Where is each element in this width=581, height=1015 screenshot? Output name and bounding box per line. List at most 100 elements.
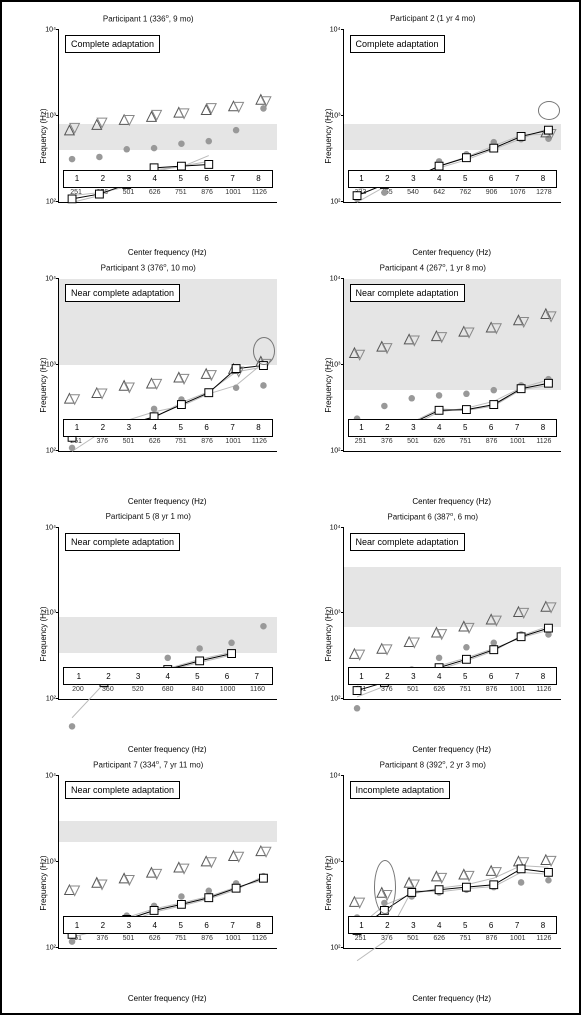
x-index-strip: 12345678 [63, 916, 273, 934]
y-tick-label: 10² [330, 696, 343, 703]
x-index-cell: 7 [504, 174, 530, 183]
x-index-cell: 7 [504, 921, 530, 930]
adaptation-badge: Near complete adaptation [65, 781, 180, 799]
x-index-strip: 12345678 [348, 667, 558, 685]
y-tick-label: 10⁴ [330, 27, 344, 34]
y-tick-label: 10² [46, 447, 59, 454]
x-index-cell: 4 [142, 174, 168, 183]
adaptation-badge: Complete adaptation [350, 35, 445, 53]
x-axis-label: Center frequency (Hz) [343, 248, 562, 257]
data-layer [344, 30, 562, 248]
x-index-cell: 6 [194, 921, 220, 930]
x-index-strip: 12345678 [348, 419, 558, 437]
x-index-cell: 4 [426, 672, 452, 681]
y-tick-label: 10⁴ [330, 773, 344, 780]
x-axis-label: Center frequency (Hz) [343, 497, 562, 506]
x-axis-label: Center frequency (Hz) [58, 497, 277, 506]
chart-panel: Participant 2 (1 yr 4 mo)Frequency (Hz)1… [299, 14, 568, 259]
y-tick-label: 10⁴ [45, 524, 59, 531]
x-index-cell: 5 [168, 921, 194, 930]
y-tick-label: 10² [46, 198, 59, 205]
x-index-cell: 5 [452, 174, 478, 183]
x-index-cell: 8 [530, 423, 556, 432]
adaptation-badge: Complete adaptation [65, 35, 160, 53]
x-index-cell: 5 [452, 921, 478, 930]
x-index-cell: 3 [400, 174, 426, 183]
y-tick-label: 10² [46, 945, 59, 952]
plot-area: 10²10³10⁴1234567825137650162675187610011… [58, 776, 277, 949]
x-index-cell: 8 [530, 921, 556, 930]
x-index-cell: 4 [426, 174, 452, 183]
x-index-cell: 1 [349, 921, 375, 930]
chart-panel: Participant 8 (392o, 2 yr 3 mo)Frequency… [299, 760, 568, 1005]
plot-area: 10²10³10⁴1234567825137650162675187610011… [343, 776, 562, 949]
x-index-cell: 7 [504, 672, 530, 681]
y-tick-label: 10³ [46, 859, 59, 866]
x-index-cell: 7 [220, 423, 246, 432]
x-index-cell: 1 [349, 423, 375, 432]
y-tick-label: 10² [330, 447, 343, 454]
y-tick-label: 10³ [330, 859, 343, 866]
x-index-strip: 12345678 [348, 170, 558, 188]
x-index-cell: 7 [220, 921, 246, 930]
x-index-cell: 2 [374, 672, 400, 681]
x-index-cell: 5 [183, 672, 213, 681]
x-index-cell: 4 [142, 921, 168, 930]
x-index-cell: 6 [194, 423, 220, 432]
data-layer [59, 279, 277, 497]
x-index-cell: 4 [426, 423, 452, 432]
x-index-strip: 12345678 [348, 916, 558, 934]
y-tick-label: 10³ [330, 610, 343, 617]
x-index-cell: 1 [349, 174, 375, 183]
x-index-cell: 3 [123, 672, 153, 681]
y-tick-label: 10² [330, 945, 343, 952]
chart-panel: Participant 4 (267o, 1 yr 8 mo)Frequency… [299, 263, 568, 508]
x-axis-label: Center frequency (Hz) [343, 994, 562, 1003]
x-index-cell: 5 [168, 423, 194, 432]
chart-panel: Participant 3 (376o, 10 mo)Frequency (Hz… [14, 263, 283, 508]
x-index-cell: 3 [116, 174, 142, 183]
x-index-cell: 3 [400, 672, 426, 681]
x-index-cell: 2 [374, 921, 400, 930]
x-index-cell: 1 [349, 672, 375, 681]
adaptation-badge: Incomplete adaptation [350, 781, 451, 799]
x-index-cell: 6 [212, 672, 242, 681]
x-index-cell: 2 [374, 423, 400, 432]
plot-area: 10²10³10⁴1234567825137650162675187610011… [58, 279, 277, 452]
y-tick-label: 10⁴ [45, 773, 59, 780]
chart-panel: Participant 7 (334o, 7 yr 11 mo)Frequenc… [14, 760, 283, 1005]
y-tick-label: 10⁴ [330, 275, 344, 282]
plot-area: 10²10³10⁴1234567825137650162675187610011… [343, 528, 562, 701]
adaptation-badge: Near complete adaptation [350, 284, 465, 302]
x-index-strip: 12345678 [63, 419, 273, 437]
plot-area: 10²10³10⁴1234567825137650162675187610011… [58, 30, 277, 203]
x-index-cell: 2 [90, 174, 116, 183]
x-axis-label: Center frequency (Hz) [58, 745, 277, 754]
x-index-cell: 1 [64, 672, 94, 681]
x-index-cell: 1 [64, 174, 90, 183]
x-index-cell: 4 [153, 672, 183, 681]
chart-panel: Participant 5 (8 yr 1 mo)Frequency (Hz)1… [14, 512, 283, 757]
plot-area: 10²10³10⁴1234567825137650162675187610011… [343, 279, 562, 452]
x-index-cell: 8 [246, 921, 272, 930]
x-index-cell: 4 [426, 921, 452, 930]
chart-panel: Participant 1 (336o, 9 mo)Frequency (Hz)… [14, 14, 283, 259]
x-index-strip: 12345678 [63, 170, 273, 188]
y-tick-label: 10⁴ [330, 524, 344, 531]
x-index-cell: 2 [374, 174, 400, 183]
y-tick-label: 10³ [330, 361, 343, 368]
y-tick-label: 10² [330, 198, 343, 205]
data-layer [59, 30, 277, 248]
data-layer [59, 776, 277, 994]
x-index-cell: 2 [90, 921, 116, 930]
y-tick-label: 10² [46, 696, 59, 703]
x-index-cell: 2 [94, 672, 124, 681]
y-tick-label: 10⁴ [45, 27, 59, 34]
x-index-cell: 3 [400, 423, 426, 432]
x-index-cell: 8 [530, 672, 556, 681]
x-index-cell: 5 [168, 174, 194, 183]
data-layer [344, 776, 562, 994]
x-axis-label: Center frequency (Hz) [343, 745, 562, 754]
x-index-cell: 6 [478, 672, 504, 681]
x-index-cell: 8 [530, 174, 556, 183]
